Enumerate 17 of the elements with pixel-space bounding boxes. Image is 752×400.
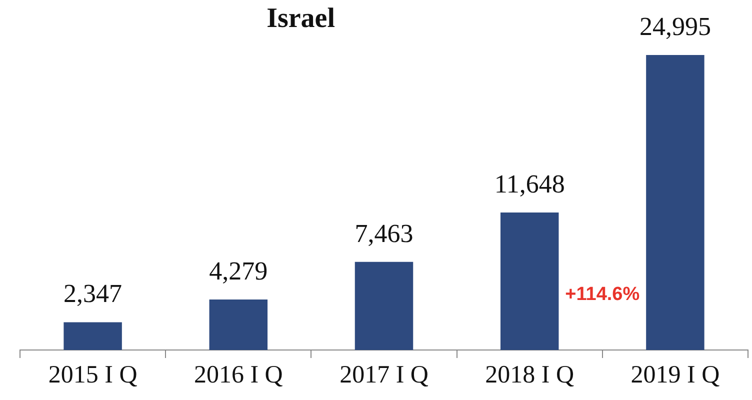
x-tick-label: 2017 I Q (340, 362, 428, 389)
x-tick-label: 2016 I Q (194, 362, 283, 389)
x-tick-label: 2015 I Q (48, 362, 138, 389)
annotation: +114.6% (565, 284, 640, 306)
data-label: 24,995 (639, 12, 711, 41)
bar (209, 300, 268, 350)
bar (64, 322, 122, 350)
data-label: 7,463 (354, 218, 414, 248)
x-tick-label: 2018 I Q (485, 362, 574, 389)
bar (646, 55, 704, 350)
bar (500, 212, 559, 350)
bar (354, 262, 414, 350)
x-tick-label: 2019 I Q (630, 362, 720, 389)
data-label: 4,279 (209, 256, 268, 286)
data-label: 2,347 (64, 279, 122, 308)
chart-title: Israel (266, 3, 336, 34)
data-label: 11,648 (494, 169, 565, 198)
